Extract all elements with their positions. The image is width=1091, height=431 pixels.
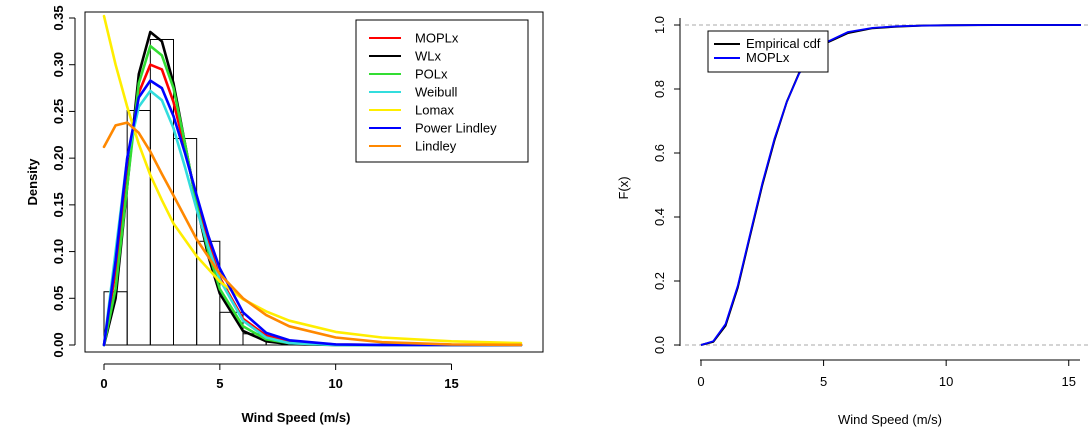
density-y-tick-label: 0.10 <box>51 239 66 264</box>
cdf-x-tick-label: 15 <box>1062 374 1076 389</box>
density-y-tick-label: 0.20 <box>51 145 66 170</box>
cdf-reference-lines <box>685 24 1091 346</box>
cdf-x-tick-label: 5 <box>820 374 827 389</box>
density-y-tick-label: 0.35 <box>51 5 66 30</box>
density-legend-label: Lindley <box>415 139 457 154</box>
cdf-curves <box>700 24 1081 346</box>
density-y-tick-label: 0.05 <box>51 286 66 311</box>
cdf-series-line <box>700 24 1081 346</box>
density-legend-label: Weibull <box>415 85 458 100</box>
density-y-tick-label: 0.25 <box>51 99 66 124</box>
histogram-bar <box>149 38 174 346</box>
density-y-tick-label: 0.00 <box>51 332 66 357</box>
cdf-y-tick-label: 0.2 <box>652 272 667 290</box>
cdf-y-tick-label: 1.0 <box>652 16 667 34</box>
density-legend: MOPLx WLx POLx Weibull Lomax Power Lindley Lin… <box>355 19 529 163</box>
cdf-y-tick-label: 0.0 <box>652 336 667 354</box>
density-curves <box>102 14 523 347</box>
density-x-tick-label: 0 <box>100 376 107 391</box>
density-x-tick-label: 10 <box>328 376 342 391</box>
cdf-legend-label: Empirical cdf <box>746 36 821 51</box>
cdf-legend-box <box>707 30 829 73</box>
cdf-panel: 0 5 10 15 0.0 0.2 0.4 0.6 0.8 1.0 Wind Speed (m/… <box>616 16 1091 427</box>
density-x-axis: 0 5 10 15 <box>100 363 459 391</box>
cdf-legend-label: MOPLx <box>746 50 790 65</box>
cdf-x-axis: 0 5 10 15 <box>697 360 1076 389</box>
cdf-y-axis-title: F(x) <box>616 176 631 199</box>
cdf-x-tick-label: 0 <box>697 374 704 389</box>
density-legend-label: Lomax <box>415 103 455 118</box>
density-y-tick-label: 0.30 <box>51 52 66 77</box>
cdf-y-tick-label: 0.4 <box>652 208 667 226</box>
density-y-tick-label: 0.15 <box>51 192 66 217</box>
density-legend-label: POLx <box>415 67 448 82</box>
density-plot-frame <box>84 11 544 353</box>
cdf-series-line <box>700 24 1081 346</box>
cdf-x-tick-label: 10 <box>939 374 953 389</box>
density-y-axis: 0.00 0.05 0.10 0.15 0.20 0.25 0.30 0.35 <box>51 5 76 358</box>
density-y-axis-title: Density <box>25 158 40 206</box>
cdf-y-tick-label: 0.8 <box>652 80 667 98</box>
density-x-axis-title: Wind Speed (m/s) <box>242 410 351 425</box>
density-panel: 0 5 10 15 0.000.050.100.150.200.250.300.35 … <box>25 5 544 425</box>
histogram-bar <box>219 311 244 346</box>
cdf-x-axis-title: Wind Speed (m/s) <box>838 412 942 427</box>
density-legend-label: WLx <box>415 49 442 64</box>
density-x-tick-label: 15 <box>444 376 458 391</box>
density-x-tick-label: 5 <box>216 376 223 391</box>
cdf-y-axis: 0.0 0.2 0.4 0.6 0.8 1.0 <box>652 16 680 354</box>
density-legend-label: MOPLx <box>415 31 459 46</box>
density-series-line <box>102 121 523 347</box>
density-series-line <box>102 79 523 347</box>
cdf-y-tick-label: 0.6 <box>652 144 667 162</box>
density-legend-label: Power Lindley <box>415 121 497 136</box>
